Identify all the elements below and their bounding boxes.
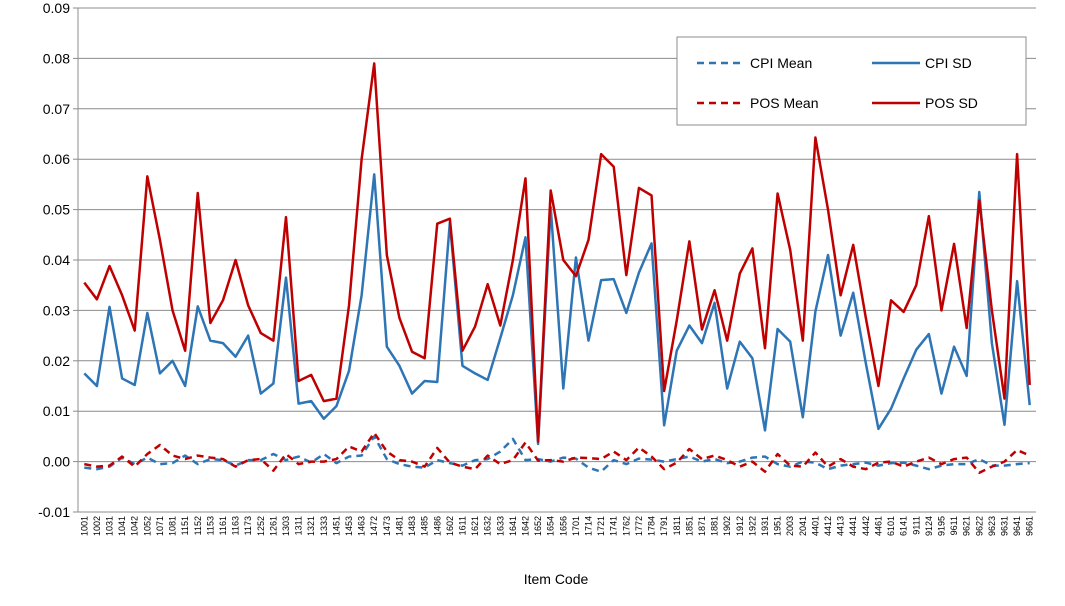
y-tick-label: 0.01 xyxy=(43,403,70,419)
x-tick-label: 1081 xyxy=(168,516,178,536)
x-axis-title: Item Code xyxy=(524,571,589,587)
y-tick-label: -0.01 xyxy=(38,504,70,520)
series-line xyxy=(83,62,1031,443)
x-tick-label: 9111 xyxy=(911,516,921,535)
x-tick-label: 9641 xyxy=(1012,516,1022,536)
x-tick-label: 1001 xyxy=(79,516,89,536)
x-tick-label: 1654 xyxy=(546,516,556,536)
series-line xyxy=(83,173,1031,446)
x-tick-label: 1071 xyxy=(155,516,165,536)
x-tick-label: 1772 xyxy=(634,516,644,536)
x-tick-label: 1714 xyxy=(584,516,594,536)
x-tick-label: 4461 xyxy=(873,516,883,536)
x-tick-label: 1485 xyxy=(420,516,430,536)
x-tick-label: 1621 xyxy=(470,516,480,536)
y-tick-label: 0.07 xyxy=(43,101,70,117)
x-tick-label: 2041 xyxy=(798,516,808,536)
y-tick-label: 0.04 xyxy=(43,252,70,268)
x-tick-label: 1453 xyxy=(344,516,354,536)
x-tick-label: 4401 xyxy=(810,516,820,536)
legend-label: CPI Mean xyxy=(750,55,812,71)
x-tick-label: 9622 xyxy=(974,516,984,536)
x-tick-label: 1633 xyxy=(495,516,505,536)
x-tick-label: 1791 xyxy=(659,516,669,536)
y-tick-label: 0.05 xyxy=(43,202,70,218)
x-tick-label: 1041 xyxy=(117,516,127,536)
x-tick-label: 1173 xyxy=(243,516,253,535)
x-tick-label: 2003 xyxy=(785,516,795,536)
x-tick-label: 1052 xyxy=(142,516,152,536)
legend-label: CPI SD xyxy=(925,55,972,71)
x-tick-label: 1486 xyxy=(432,516,442,536)
x-tick-label: 1784 xyxy=(647,516,657,536)
x-tick-label: 1871 xyxy=(697,516,707,536)
x-tick-label: 1031 xyxy=(105,516,115,536)
x-tick-label: 1611 xyxy=(457,516,467,535)
x-tick-label: 4412 xyxy=(823,516,833,536)
x-tick-label: 1641 xyxy=(508,516,518,536)
x-tick-label: 1463 xyxy=(357,516,367,536)
x-tick-label: 1931 xyxy=(760,516,770,536)
x-tick-label: 1163 xyxy=(231,516,241,535)
y-tick-label: 0.03 xyxy=(43,302,70,318)
x-tick-label: 1701 xyxy=(571,516,581,536)
x-tick-label: 9621 xyxy=(962,516,972,536)
series-line xyxy=(84,431,1031,474)
x-tick-label: 4413 xyxy=(836,516,846,536)
y-tick-label: 0.00 xyxy=(43,454,70,470)
y-tick-label: 0.06 xyxy=(43,151,70,167)
y-tick-label: 0.02 xyxy=(43,353,70,369)
y-tick-label: 0.09 xyxy=(43,0,70,16)
x-tick-label: 1481 xyxy=(394,516,404,536)
x-tick-label: 1333 xyxy=(319,516,329,536)
x-tick-label: 9195 xyxy=(936,516,946,536)
x-tick-label: 1303 xyxy=(281,516,291,536)
x-tick-label: 1002 xyxy=(92,516,102,536)
x-tick-label: 1656 xyxy=(558,516,568,536)
x-tick-label: 6141 xyxy=(899,516,909,536)
x-tick-label: 1153 xyxy=(205,516,215,535)
x-tick-label: 1472 xyxy=(369,516,379,536)
x-tick-label: 1632 xyxy=(483,516,493,536)
x-tick-label: 1951 xyxy=(773,516,783,536)
x-tick-label: 1252 xyxy=(256,516,266,536)
x-tick-label: 4441 xyxy=(848,516,858,536)
x-tick-label: 1602 xyxy=(445,516,455,536)
x-tick-label: 1721 xyxy=(596,516,606,536)
x-tick-label: 1261 xyxy=(268,516,278,536)
x-tick-label: 1473 xyxy=(382,516,392,536)
legend-box xyxy=(676,36,1027,126)
x-tick-label: 6101 xyxy=(886,516,896,536)
x-tick-label: 1642 xyxy=(520,516,530,536)
x-tick-label: 1811 xyxy=(672,516,682,535)
x-tick-label: 1321 xyxy=(306,516,316,536)
x-tick-label: 1762 xyxy=(621,516,631,536)
x-tick-label: 1902 xyxy=(722,516,732,536)
x-tick-label: 1483 xyxy=(407,516,417,536)
x-tick-label: 9661 xyxy=(1025,516,1035,536)
x-tick-label: 1161 xyxy=(218,516,228,535)
x-tick-label: 4442 xyxy=(861,516,871,536)
legend-label: POS SD xyxy=(925,95,978,111)
x-tick-label: 1152 xyxy=(193,516,203,535)
x-tick-label: 1151 xyxy=(180,516,190,535)
x-tick-label: 1652 xyxy=(533,516,543,536)
x-tick-label: 9623 xyxy=(987,516,997,536)
x-tick-label: 9611 xyxy=(949,516,959,535)
x-tick-label: 1451 xyxy=(331,516,341,536)
legend-label: POS Mean xyxy=(750,95,818,111)
series-line xyxy=(84,435,1030,473)
x-tick-label: 1881 xyxy=(710,516,720,536)
x-tick-label: 9631 xyxy=(999,516,1009,536)
x-tick-label: 1042 xyxy=(130,516,140,536)
x-tick-label: 1922 xyxy=(747,516,757,536)
x-tick-label: 9124 xyxy=(924,516,934,536)
x-tick-label: 1311 xyxy=(294,516,304,535)
y-tick-label: 0.08 xyxy=(43,50,70,66)
x-tick-label: 1851 xyxy=(684,516,694,536)
x-tick-label: 1741 xyxy=(609,516,619,536)
x-tick-label: 1912 xyxy=(735,516,745,536)
